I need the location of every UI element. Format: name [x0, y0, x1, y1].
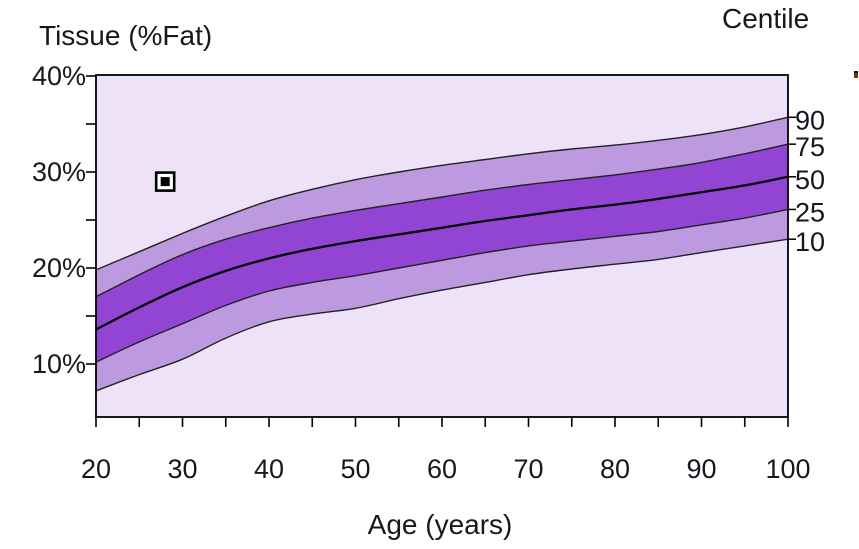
y-axis-tick-label: 10%	[32, 349, 86, 379]
x-axis-tick-label: 90	[686, 454, 716, 484]
x-axis-tick-label: 50	[340, 454, 370, 484]
x-axis-tick-label: 30	[167, 454, 197, 484]
centile-curve-75	[95, 143, 789, 298]
x-axis-tick-label: 80	[600, 454, 630, 484]
x-axis-tick-label: 70	[513, 454, 543, 484]
centile-axis-label: 90	[795, 105, 825, 135]
x-axis-tick-label: 40	[254, 454, 284, 484]
centile-axis-label: 50	[795, 165, 825, 195]
band-25-75	[96, 144, 788, 363]
x-axis-title: Age (years)	[367, 509, 513, 540]
centile-legend-title: Centile	[722, 3, 810, 34]
y-axis-tick-label: 30%	[32, 157, 86, 187]
x-axis-tick-label: 60	[427, 454, 457, 484]
median-curve-50	[95, 175, 789, 331]
y-axis-tick-label: 20%	[32, 253, 86, 283]
centile-curve-10	[95, 238, 789, 392]
centile-axis-label: 25	[795, 197, 825, 227]
centile-curve-25	[95, 208, 789, 363]
data-point-marker-core	[160, 177, 170, 187]
centile-curve-90	[95, 116, 789, 271]
x-axis-tick-label: 100	[765, 454, 810, 484]
centile-axis-label: 10	[795, 227, 825, 257]
y-axis-tick-label: 40%	[32, 61, 86, 91]
centile-axis-label: 75	[795, 132, 825, 162]
edge-artifact-mark	[854, 71, 858, 78]
x-axis-tick-label: 20	[81, 454, 111, 484]
y-axis-title: Tissue (%Fat)	[39, 20, 213, 51]
